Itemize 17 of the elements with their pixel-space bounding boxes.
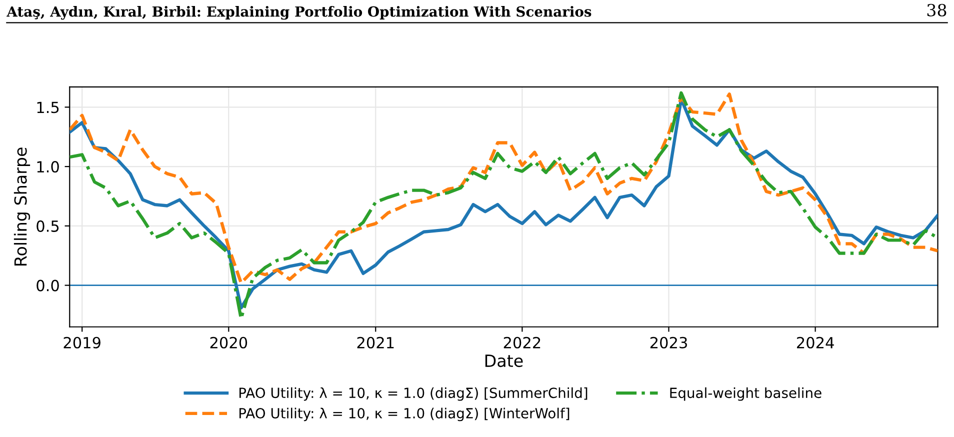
y-axis-title: Rolling Sharpe: [14, 148, 30, 266]
x-tick-label: 2024: [796, 336, 834, 348]
y-tick-label: 1.5: [37, 102, 59, 114]
legend-label: PAO Utility: λ = 10, κ = 1.0 (diagΣ) [SummerChild]: [239, 387, 588, 401]
y-tick-label: 0.5: [36, 220, 59, 232]
x-tick-label: 2019: [64, 336, 100, 348]
x-tick-label: 2021: [357, 336, 394, 348]
text: 38: [927, 4, 946, 16]
y-tick-label: 0.0: [36, 280, 59, 292]
x-tick-label: 2020: [210, 336, 248, 348]
legend-label: Equal-weight baseline: [670, 387, 822, 401]
x-axis-title: Date: [485, 354, 523, 368]
chart-title: Ataş, Aydın, Kıral, Birbil: Explaining Portfolio Optimization With Scenarios: [6, 6, 592, 20]
legend-label: PAO Utility: λ = 10, κ = 1.0 (diagΣ) [WinterWolf]: [239, 408, 570, 422]
x-tick-label: 2023: [650, 336, 687, 348]
x-tick-label: 2022: [504, 336, 540, 348]
y-tick-label: 1.0: [37, 161, 59, 173]
